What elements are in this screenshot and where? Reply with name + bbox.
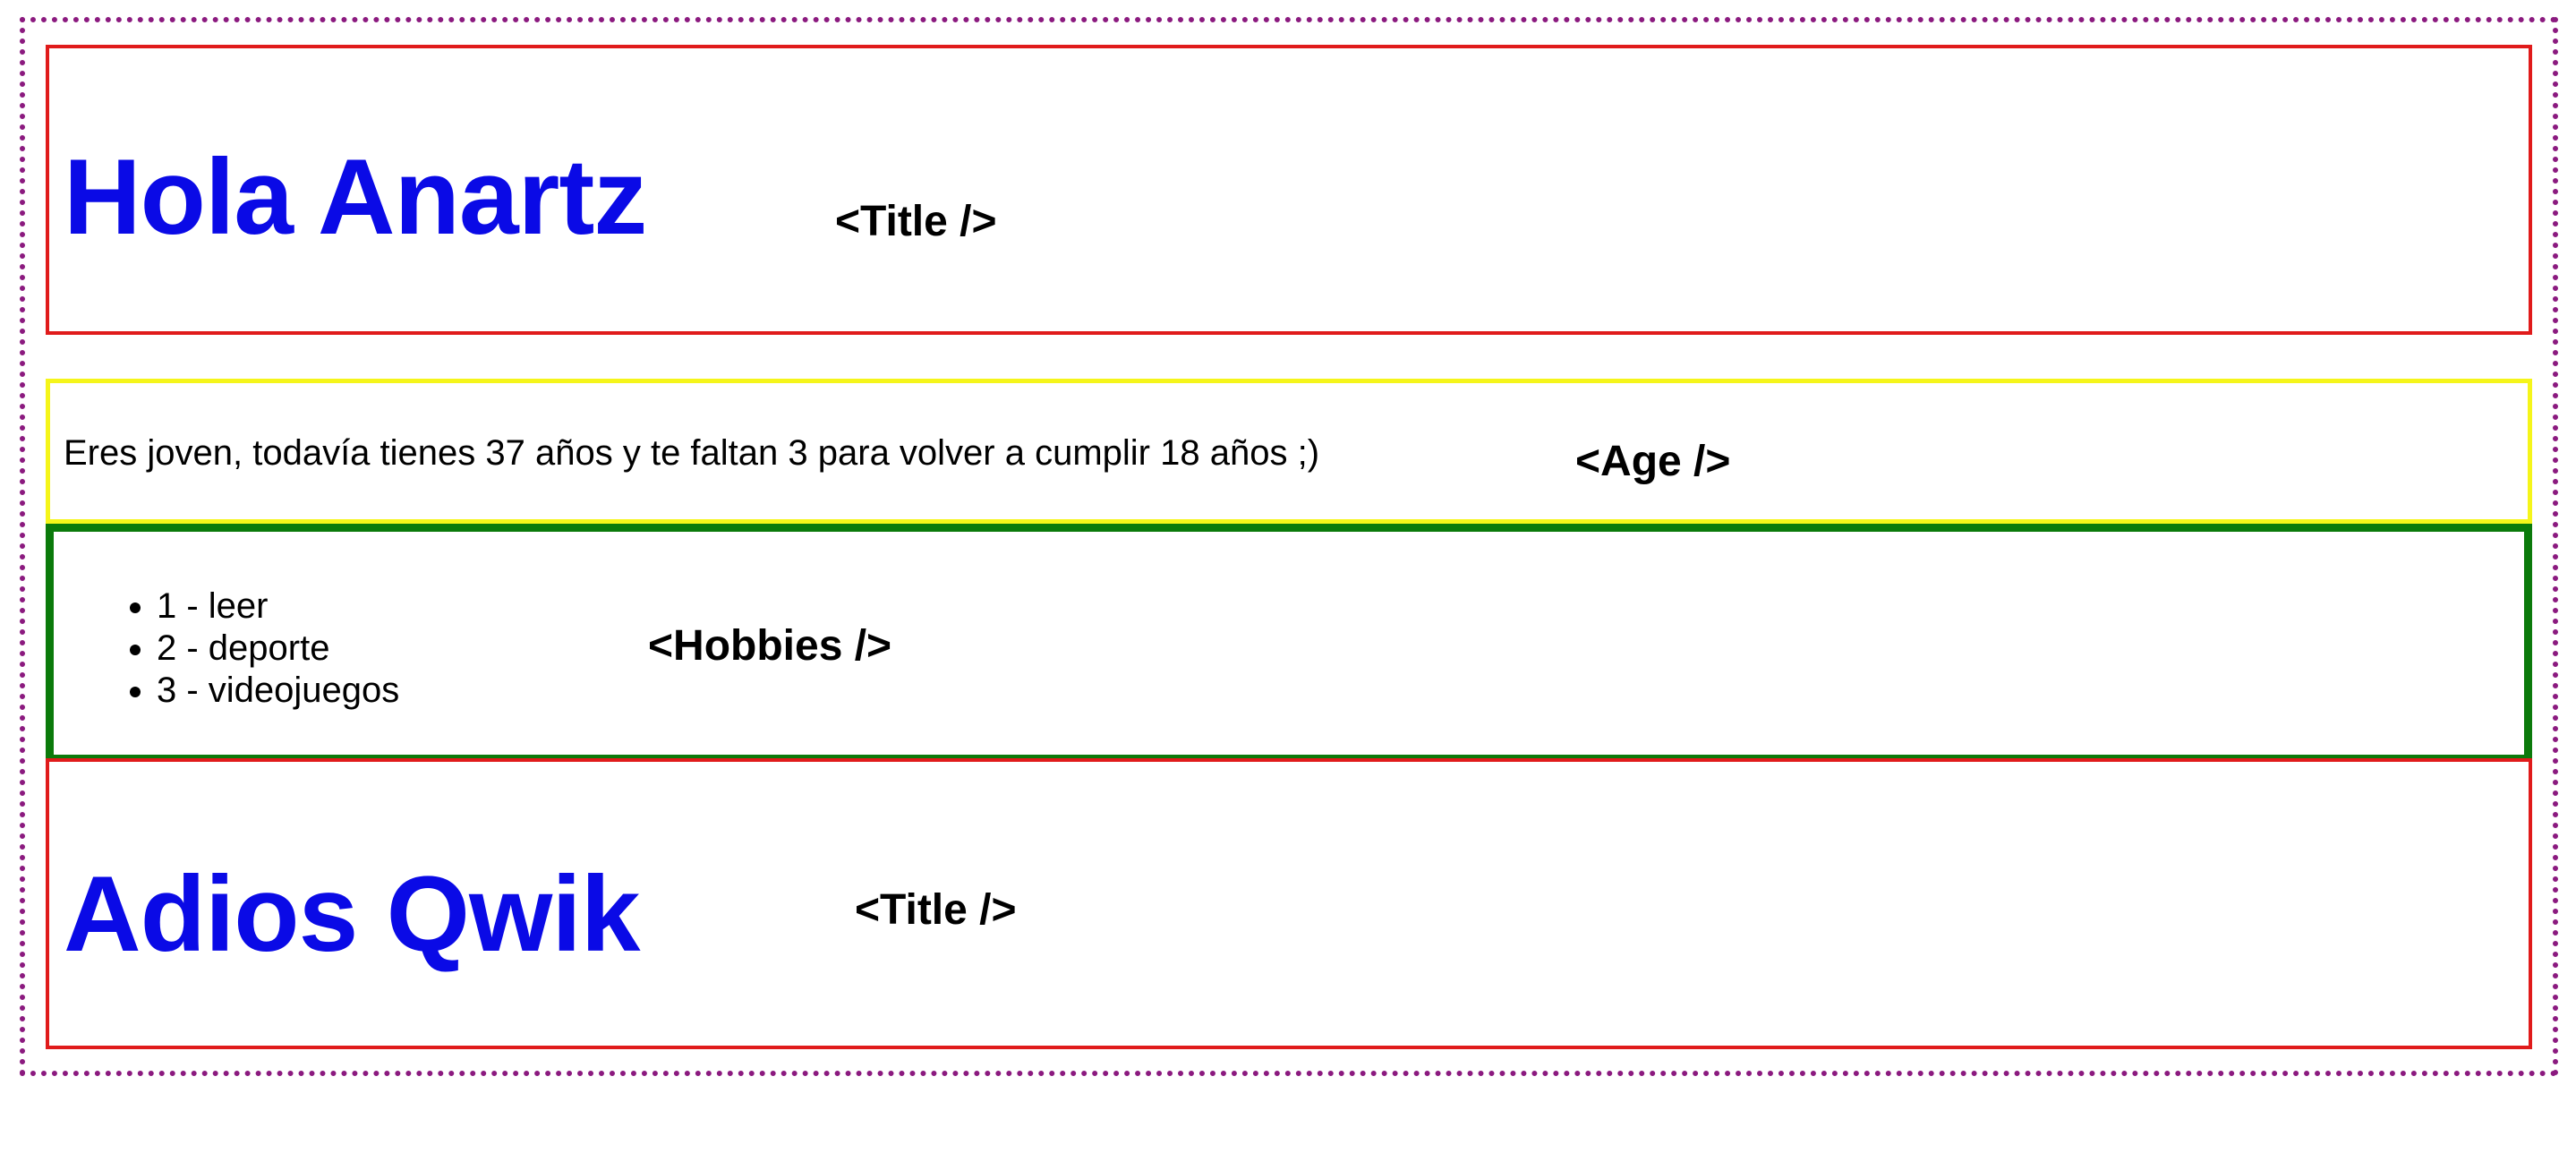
list-item: 1 - leer — [157, 585, 399, 628]
title-component: Hola Anartz <Title /> — [46, 45, 2532, 335]
title-component: Adios Qwik <Title /> — [46, 758, 2532, 1049]
app-wrapper — [20, 17, 2558, 1076]
title-heading: Adios Qwik — [64, 854, 640, 974]
title-heading: Hola Anartz — [64, 137, 647, 257]
hobbies-component-tag: <Hobbies /> — [648, 622, 892, 670]
age-component: Eres joven, todavía tienes 37 años y te … — [46, 379, 2532, 524]
hobbies-component: 1 - leer 2 - deporte 3 - videojuegos <Ho… — [46, 524, 2532, 763]
list-item: 2 - deporte — [157, 628, 399, 670]
list-item: 3 - videojuegos — [157, 670, 399, 712]
title-component-tag: <Title /> — [835, 198, 997, 245]
hobbies-list: 1 - leer 2 - deporte 3 - videojuegos — [54, 585, 399, 712]
age-message: Eres joven, todavía tienes 37 años y te … — [64, 433, 1320, 473]
age-component-tag: <Age /> — [1575, 438, 1731, 485]
title-component-tag: <Title /> — [855, 886, 1017, 934]
